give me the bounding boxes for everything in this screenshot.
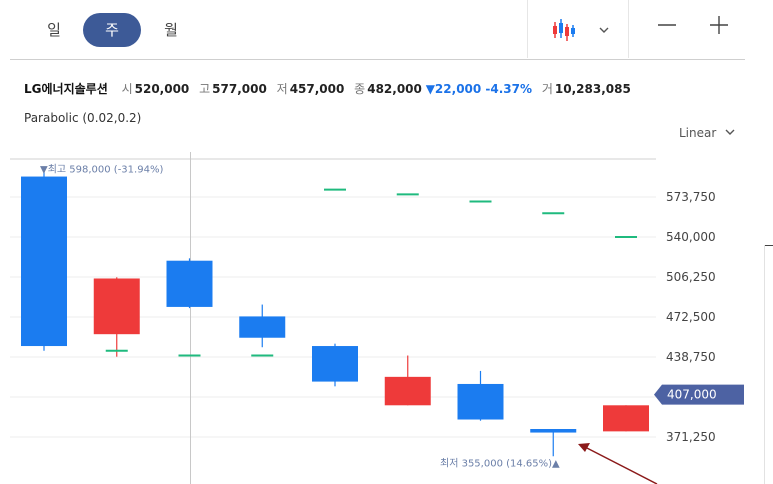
last-price-label: 407,000 [667, 388, 717, 402]
candle-body [530, 429, 577, 433]
candle-body [93, 278, 140, 335]
minus-icon [658, 24, 676, 26]
candle-body [21, 176, 67, 347]
toolbar-divider [527, 0, 528, 58]
y-tick-label: 540,000 [666, 230, 716, 244]
candle-body [384, 376, 431, 406]
candlestick-chart[interactable]: 573,750 540,000 506,250 472,500 438,750 371,2… [0, 150, 760, 484]
y-tick-label: 371,250 [666, 430, 716, 444]
toolbar-bottom-border [10, 59, 745, 60]
indicator-label[interactable]: Parabolic (0.02,0.2) [24, 111, 142, 125]
period-month-tab[interactable]: 월 [164, 21, 178, 39]
candle-body [603, 405, 649, 432]
y-tick-label: 438,750 [666, 350, 716, 364]
low-label: 저 [276, 82, 288, 96]
y-tick-label: 506,250 [666, 270, 716, 284]
max-price-annotation: ▼최고 598,000 (-31.94%) [40, 163, 163, 175]
zoom-in-button[interactable] [702, 14, 736, 46]
chevron-down-icon [725, 129, 735, 135]
candle-body [457, 383, 504, 420]
y-tick-label: 472,500 [666, 310, 716, 324]
price-info-line: LG에너지솔루션 시 520,000 고 577,000 저 457,000 종 482… [24, 80, 631, 97]
high-label: 고 [199, 82, 211, 96]
zoom-out-button[interactable] [650, 14, 684, 46]
toolbar-divider [628, 0, 629, 58]
close-label: 종 [354, 82, 366, 96]
open-value: 520,000 [134, 82, 190, 96]
low-value: 457,000 [289, 82, 345, 96]
volume-value: 10,283,085 [554, 82, 631, 96]
candle-body [166, 260, 213, 307]
annotation-arrowhead [578, 443, 590, 452]
panel-edge [764, 245, 765, 484]
period-day-tab[interactable]: 일 [47, 21, 61, 39]
chevron-down-icon[interactable] [590, 14, 618, 46]
scale-label: Linear [679, 126, 717, 140]
min-price-annotation: 최저 355,000 (14.65%)▲ [440, 457, 560, 469]
candlestick-icon[interactable] [546, 14, 580, 46]
candle-body [239, 316, 286, 338]
candle-body [312, 346, 358, 382]
volume-label: 거 [541, 82, 553, 96]
open-label: 시 [121, 82, 133, 96]
period-week-tab[interactable]: 주 [83, 13, 141, 47]
last-price-box [654, 384, 744, 405]
change-value: ▼22,000 -4.37% [425, 82, 533, 96]
close-value: 482,000 [367, 82, 422, 96]
high-value: 577,000 [212, 82, 267, 96]
panel-edge-tick [765, 245, 773, 246]
stock-name: LG에너지솔루션 [24, 82, 108, 96]
scale-dropdown[interactable]: Linear [679, 126, 736, 140]
y-tick-label: 573,750 [666, 190, 716, 204]
chart-toolbar: 일 주 월 [0, 0, 745, 60]
plus-icon [710, 16, 728, 34]
annotation-arrow [582, 445, 658, 484]
